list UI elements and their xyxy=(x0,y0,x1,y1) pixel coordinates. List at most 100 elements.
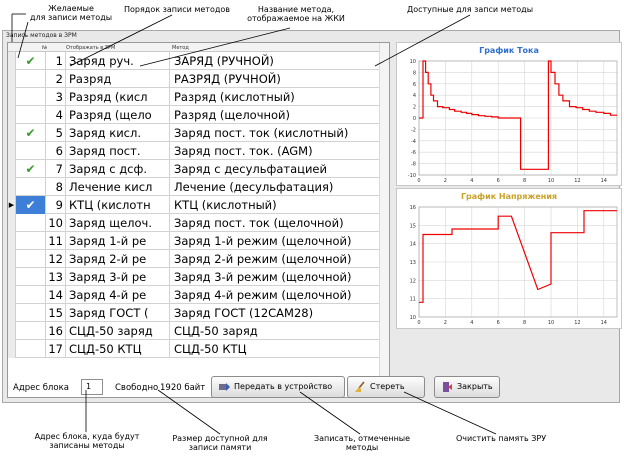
row-method-name: Заряд пост. ток (щелочной) xyxy=(174,216,344,230)
row-method-name: Заряд пост. ток (кислотный) xyxy=(174,126,349,140)
row-checkbox[interactable] xyxy=(16,304,46,322)
table-row[interactable]: 14 Заряд 4-й ре Заряд 4-й режим (щелочной) xyxy=(8,286,389,304)
row-display-name[interactable]: КТЦ (кислотн xyxy=(66,196,170,214)
address-label: Адрес блока xyxy=(13,383,69,393)
row-checkbox[interactable] xyxy=(16,232,46,250)
annotation-desired-methods: Желаемые для записи методы xyxy=(29,4,113,22)
series-line xyxy=(419,210,617,303)
x-tick-label: 2 xyxy=(444,320,447,326)
row-display-name[interactable]: Заряд пост. xyxy=(66,142,170,160)
y-tick-label: 11 xyxy=(410,297,416,303)
row-checkbox[interactable] xyxy=(16,322,46,340)
row-checkbox[interactable]: ✔ xyxy=(16,196,46,214)
row-checkbox[interactable] xyxy=(16,250,46,268)
row-number: 5 xyxy=(46,124,66,142)
y-tick-label: 16 xyxy=(410,205,416,211)
y-tick-label: 15 xyxy=(410,223,416,229)
table-row[interactable]: 16 СЦД-50 заряд СЦД-50 заряд xyxy=(8,322,389,340)
address-input[interactable]: 1 xyxy=(81,379,103,395)
y-tick-label: -2 xyxy=(411,127,416,133)
row-indicator xyxy=(8,124,16,142)
row-display-name[interactable]: Заряд ГОСТ ( xyxy=(66,304,170,322)
row-number: 8 xyxy=(46,178,66,196)
row-checkbox[interactable] xyxy=(16,286,46,304)
header-num[interactable]: № xyxy=(42,45,48,51)
y-tick-label: -10 xyxy=(408,173,416,179)
table-row[interactable]: 12 Заряд 2-й ре Заряд 2-й режим (щелочной) xyxy=(8,250,389,268)
close-button[interactable]: Закрыть xyxy=(434,376,500,398)
row-display-name[interactable]: Заряд 3-й ре xyxy=(66,268,170,286)
broom-icon xyxy=(355,381,365,392)
row-indicator xyxy=(8,70,16,88)
row-display-name[interactable]: СЦД-50 заряд xyxy=(66,322,170,340)
row-display-name[interactable]: Разряд (щело xyxy=(66,106,170,124)
table-row[interactable]: ✔ 1 Заряд руч. ЗАРЯД (РУЧНОЙ) xyxy=(8,52,389,70)
row-number: 3 xyxy=(46,88,66,106)
table-row[interactable]: 10 Заряд щелоч. Заряд пост. ток (щелочной) xyxy=(8,214,389,232)
header-method[interactable]: Метод xyxy=(172,45,189,51)
y-tick-label: 8 xyxy=(413,70,416,76)
row-checkbox[interactable]: ✔ xyxy=(16,124,46,142)
table-row[interactable]: ✔ 7 Заряд с дсф. Заряд с десульфатацией xyxy=(8,160,389,178)
row-display-name[interactable]: Заряд 4-й ре xyxy=(66,286,170,304)
free-value: 1920 байт xyxy=(160,383,206,393)
table-row[interactable]: 13 Заряд 3-й ре Заряд 3-й режим (щелочной) xyxy=(8,268,389,286)
row-checkbox[interactable] xyxy=(16,268,46,286)
row-checkbox[interactable] xyxy=(16,106,46,124)
y-tick-label: 0 xyxy=(413,116,416,122)
row-checkbox[interactable] xyxy=(16,178,46,196)
table-row[interactable]: 8 Лечение кисл Лечение (десульфатация) xyxy=(8,178,389,196)
table-row[interactable]: 15 Заряд ГОСТ (Заряд ГОСТ (12САМ28) xyxy=(8,304,389,322)
series-line xyxy=(419,60,617,170)
row-method-name: Лечение (десульфатация) xyxy=(174,180,334,194)
table-row[interactable]: 6 Заряд пост. Заряд пост. ток. (AGM) xyxy=(8,142,389,160)
row-display-name[interactable]: Разряд (кисл xyxy=(66,88,170,106)
row-display-name[interactable]: Заряд щелоч. xyxy=(66,214,170,232)
y-tick-label: 2 xyxy=(413,105,416,111)
close-button-label: Закрыть xyxy=(457,382,493,391)
row-checkbox[interactable] xyxy=(16,88,46,106)
row-number: 2 xyxy=(46,70,66,88)
row-display-name[interactable]: Заряд 2-й ре xyxy=(66,250,170,268)
row-indicator xyxy=(8,160,16,178)
table-row[interactable]: 4 Разряд (щело Разряд (щелочной) xyxy=(8,106,389,124)
x-tick-label: 0 xyxy=(417,178,420,184)
table-row[interactable]: ▶ ✔ 9 КТЦ (кислотн КТЦ (кислотный) xyxy=(8,196,389,214)
header-display[interactable]: Отображать в ЗРМ xyxy=(66,45,116,51)
row-display-name[interactable]: Заряд 1-й ре xyxy=(66,232,170,250)
bottom-bar: Адрес блока 1 Свободно 1920 байт Передат… xyxy=(7,374,617,402)
row-checkbox[interactable] xyxy=(16,214,46,232)
row-number: 14 xyxy=(46,286,66,304)
table-row[interactable]: 3 Разряд (кисл Разряд (кислотный) xyxy=(8,88,389,106)
row-method-name: Заряд 3-й режим (щелочной) xyxy=(174,270,352,284)
table-row[interactable]: 17 СЦД-50 КТЦ СЦД-50 КТЦ xyxy=(8,340,389,358)
row-checkbox[interactable] xyxy=(16,70,46,88)
table-scrollbar[interactable] xyxy=(379,43,389,397)
row-checkbox[interactable]: ✔ xyxy=(16,52,46,70)
send-icon xyxy=(219,383,230,391)
row-display-name[interactable]: Разряд xyxy=(66,70,170,88)
y-tick-label: 14 xyxy=(410,242,416,248)
row-indicator xyxy=(8,106,16,124)
row-display-name[interactable]: Лечение кисл xyxy=(66,178,170,196)
table-row[interactable]: ✔ 5 Заряд кисл. Заряд пост. ток (кислотный) xyxy=(8,124,389,142)
row-checkbox[interactable]: ✔ xyxy=(16,160,46,178)
row-number: 16 xyxy=(46,322,66,340)
x-tick-label: 2 xyxy=(444,178,447,184)
voltage-chart-title: График Напряжения xyxy=(460,192,558,201)
row-checkbox[interactable] xyxy=(16,142,46,160)
clear-button-label: Стереть xyxy=(370,382,405,391)
table-row[interactable]: 2 Разряд РАЗРЯД (РУЧНОЙ) xyxy=(8,70,389,88)
row-display-name[interactable]: Заряд с дсф. xyxy=(66,160,170,178)
row-display-name[interactable]: Заряд кисл. xyxy=(66,124,170,142)
clear-button[interactable]: Стереть xyxy=(347,376,425,398)
row-checkbox[interactable] xyxy=(16,340,46,358)
send-to-device-button[interactable]: Передать в устройство xyxy=(211,376,345,398)
row-number: 17 xyxy=(46,340,66,358)
annotation-write-order: Порядок записи методов xyxy=(124,5,230,14)
y-tick-label: 6 xyxy=(413,82,416,88)
table-row[interactable]: 11 Заряд 1-й ре Заряд 1-й режим (щелочной) xyxy=(8,232,389,250)
row-display-name[interactable]: Заряд руч. xyxy=(66,52,170,70)
row-number: 6 xyxy=(46,142,66,160)
row-display-name[interactable]: СЦД-50 КТЦ xyxy=(66,340,170,358)
